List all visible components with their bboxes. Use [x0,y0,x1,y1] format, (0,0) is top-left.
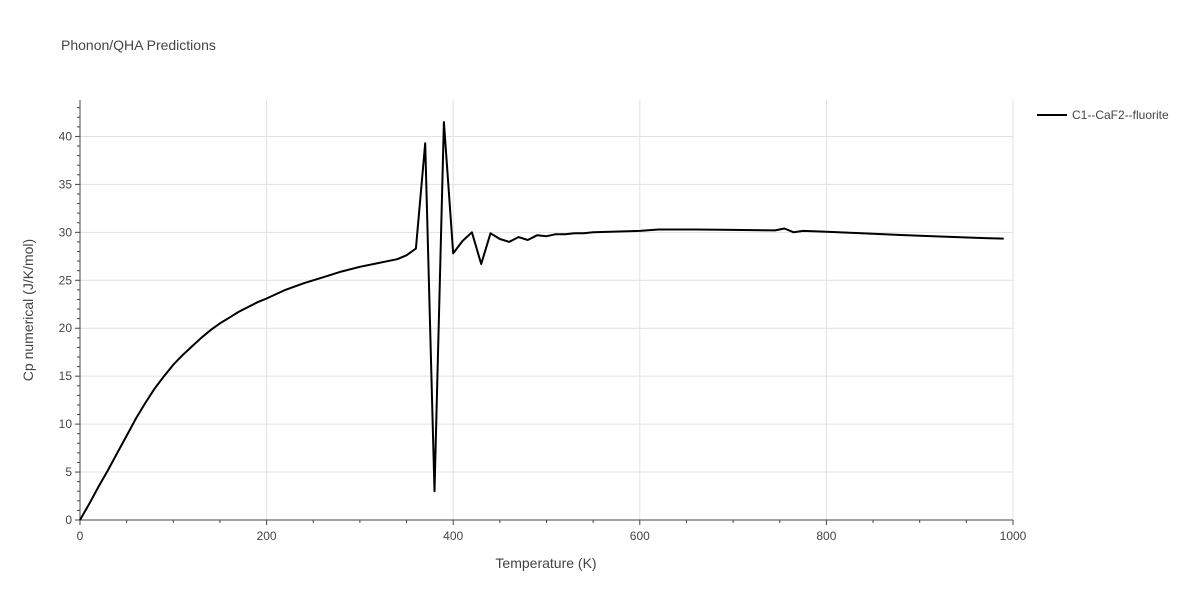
x-tick-label: 600 [630,529,650,543]
y-tick-label: 15 [59,369,73,383]
x-tick-label: 800 [816,529,836,543]
chart-title: Phonon/QHA Predictions [61,37,216,53]
y-tick-label: 10 [59,417,73,431]
y-axis-title: Cp numerical (J/K/mol) [20,239,36,381]
x-tick-label: 400 [443,529,463,543]
x-tick-label: 1000 [1000,529,1027,543]
y-tick-label: 25 [59,273,73,287]
x-tick-label: 0 [77,529,84,543]
y-tick-label: 35 [59,177,73,191]
series-layer [79,121,1004,521]
axes: 0 200 400 600 800 1000 0 5 10 15 20 25 30 35 40 [59,100,1027,543]
y-tick-label: 20 [59,321,73,335]
y-tick-label: 5 [65,465,72,479]
series-line [79,121,1004,521]
grid-lines [80,100,1014,520]
x-axis-title: Temperature (K) [495,555,596,571]
legend-label[interactable]: C1--CaF2--fluorite [1072,108,1169,122]
y-tick-label: 30 [59,225,73,239]
y-tick-label: 0 [65,513,72,527]
legend[interactable]: C1--CaF2--fluorite [1037,108,1169,122]
x-tick-label: 200 [257,529,277,543]
y-tick-label: 40 [59,129,73,143]
